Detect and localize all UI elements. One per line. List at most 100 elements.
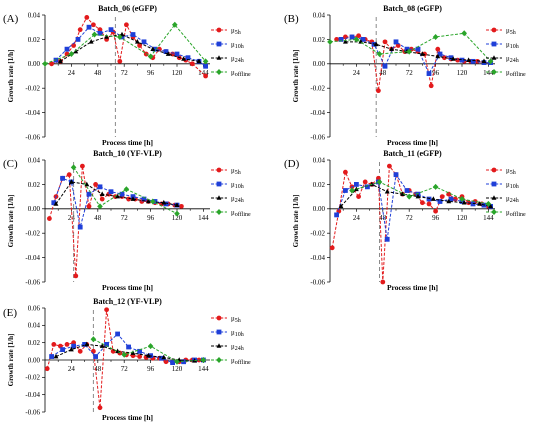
x-tick-label: 48 bbox=[94, 214, 102, 222]
legend-subscript: 24h bbox=[510, 198, 519, 204]
data-point bbox=[190, 61, 195, 67]
legend-subscript: 10h bbox=[510, 44, 519, 50]
data-point bbox=[338, 37, 344, 42]
x-tick-label: 48 bbox=[94, 365, 102, 373]
legend-marker bbox=[491, 41, 497, 47]
y-tick-label: 0.02 bbox=[313, 36, 326, 44]
y-tick-label: -0.04 bbox=[25, 109, 40, 117]
data-point bbox=[108, 27, 114, 33]
data-point bbox=[71, 343, 76, 349]
data-point bbox=[58, 58, 63, 64]
data-point bbox=[174, 210, 180, 217]
chart-title: Batch_11 (eGFP) bbox=[383, 149, 442, 158]
data-point bbox=[161, 199, 167, 205]
legend-entry: μ10h bbox=[506, 181, 519, 191]
y-tick-label: -0.02 bbox=[25, 85, 40, 93]
legend-marker bbox=[216, 69, 222, 75]
data-point bbox=[448, 196, 454, 202]
y-axis-label: Growth rate [1/h] bbox=[7, 334, 15, 387]
data-point bbox=[44, 366, 50, 372]
series-line bbox=[336, 173, 491, 240]
data-point bbox=[448, 55, 454, 61]
series-line bbox=[55, 26, 206, 67]
data-point bbox=[382, 63, 388, 69]
y-tick-label: -0.06 bbox=[25, 278, 40, 286]
legend-symbol: μ bbox=[231, 315, 235, 323]
x-tick-label: 48 bbox=[379, 69, 387, 77]
data-point bbox=[97, 30, 103, 36]
data-point bbox=[90, 336, 97, 343]
data-point bbox=[91, 31, 98, 38]
x-tick-label: 24 bbox=[68, 69, 76, 77]
legend-subscript: 10h bbox=[510, 184, 519, 190]
series-line bbox=[336, 35, 491, 91]
data-point bbox=[202, 58, 209, 65]
data-point bbox=[400, 191, 405, 196]
x-axis-label: Process time [h] bbox=[102, 138, 153, 147]
data-point bbox=[97, 405, 103, 411]
legend-symbol: μ bbox=[506, 209, 510, 217]
data-point bbox=[93, 182, 98, 187]
chart-title: Batch_06 (eGFP) bbox=[98, 4, 157, 13]
y-tick-label: 0.02 bbox=[313, 181, 326, 189]
data-point bbox=[382, 39, 388, 45]
data-point bbox=[159, 355, 164, 361]
data-point bbox=[343, 188, 348, 193]
series-line bbox=[340, 36, 491, 75]
data-point bbox=[163, 359, 169, 365]
data-point bbox=[97, 203, 103, 210]
y-tick-label: -0.06 bbox=[310, 278, 325, 286]
y-tick-label: 0.02 bbox=[28, 339, 41, 347]
legend-subscript: 10h bbox=[235, 184, 244, 190]
legend-entry: μ10h bbox=[506, 41, 519, 51]
y-tick-label: 0.04 bbox=[28, 11, 41, 19]
y-axis-label: Growth rate [1/h] bbox=[292, 50, 300, 103]
data-point bbox=[343, 169, 348, 175]
legend-entry: μ24h bbox=[231, 195, 244, 205]
legend-symbol: μ bbox=[231, 181, 235, 189]
data-point bbox=[137, 354, 143, 359]
legend-marker bbox=[216, 27, 222, 33]
y-tick-label: -0.02 bbox=[310, 230, 325, 238]
data-point bbox=[174, 358, 180, 365]
legend-entry: μ24h bbox=[506, 55, 519, 65]
panel-label: (C) bbox=[3, 158, 18, 170]
data-point bbox=[170, 360, 175, 365]
data-point bbox=[459, 57, 465, 63]
data-point bbox=[93, 354, 98, 359]
data-point bbox=[200, 357, 207, 363]
data-point bbox=[362, 179, 368, 185]
y-axis-label: Growth rate [1/h] bbox=[7, 195, 15, 248]
data-point bbox=[488, 203, 493, 209]
legend-subscript: 5h bbox=[235, 170, 241, 176]
data-point bbox=[146, 352, 151, 358]
data-point bbox=[485, 200, 492, 207]
y-tick-label: 0.06 bbox=[28, 304, 41, 312]
x-tick-label: 120 bbox=[457, 214, 468, 222]
data-point bbox=[64, 46, 70, 52]
data-point bbox=[172, 21, 178, 28]
data-point bbox=[130, 196, 136, 201]
data-point bbox=[141, 196, 147, 202]
x-tick-label: 120 bbox=[457, 69, 468, 77]
data-point bbox=[135, 39, 140, 44]
data-point bbox=[481, 58, 487, 64]
legend-entry: μ10h bbox=[231, 41, 244, 51]
legend-marker bbox=[491, 181, 497, 187]
x-tick-label: 144 bbox=[483, 69, 494, 77]
x-axis-label: Process time [h] bbox=[102, 283, 153, 292]
legend-marker bbox=[216, 55, 222, 60]
data-point bbox=[376, 178, 383, 185]
data-point bbox=[86, 191, 92, 197]
data-point bbox=[181, 56, 186, 61]
chart-panel: (D) Batch_11 (eGFP) 0.04 0.02 0.00 -0.02 -0.04… bbox=[284, 149, 526, 292]
x-tick-label: 144 bbox=[198, 365, 209, 373]
x-tick-label: 144 bbox=[483, 214, 494, 222]
x-axis-label: Process time [h] bbox=[387, 283, 438, 292]
data-point bbox=[393, 39, 399, 45]
y-tick-label: -0.04 bbox=[310, 109, 325, 117]
legend-subscript: 24h bbox=[235, 198, 244, 204]
data-point bbox=[49, 61, 54, 67]
x-tick-label: 72 bbox=[406, 214, 414, 222]
legend-subscript: 5h bbox=[510, 170, 516, 176]
